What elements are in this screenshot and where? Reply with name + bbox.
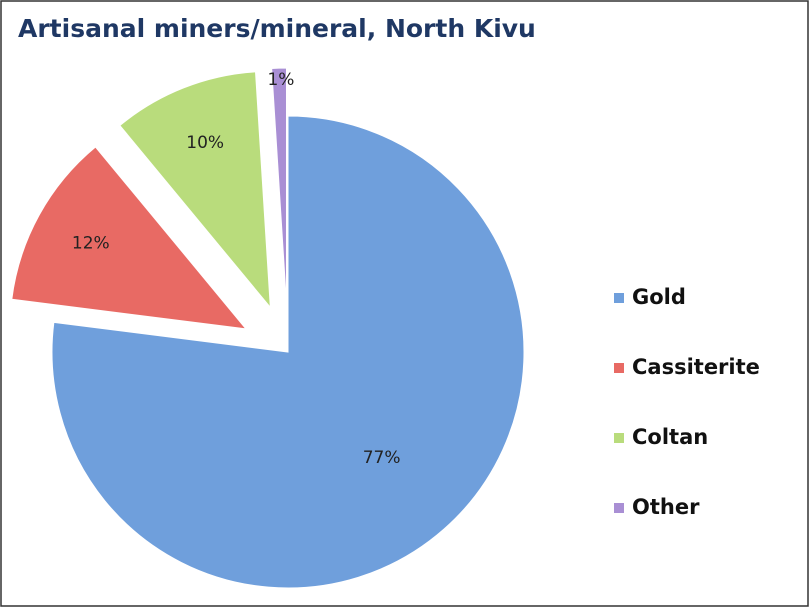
legend-swatch	[614, 503, 624, 513]
pie-slice	[11, 146, 248, 330]
legend-swatch	[614, 433, 624, 443]
legend-swatch	[614, 363, 624, 373]
legend-label: Coltan	[632, 425, 708, 449]
pie-slice	[271, 67, 287, 305]
legend-label: Other	[632, 495, 700, 519]
legend-label: Gold	[632, 285, 686, 309]
data-label: 12%	[72, 234, 110, 254]
chart-title: Artisanal miners/mineral, North Kivu	[18, 14, 536, 43]
pie-slice	[119, 71, 271, 309]
pie-slice	[51, 115, 525, 589]
legend-swatch	[614, 293, 624, 303]
legend-label: Cassiterite	[632, 355, 760, 379]
data-label: 1%	[267, 70, 294, 90]
data-label: 10%	[186, 133, 224, 153]
data-label: 77%	[363, 448, 401, 468]
